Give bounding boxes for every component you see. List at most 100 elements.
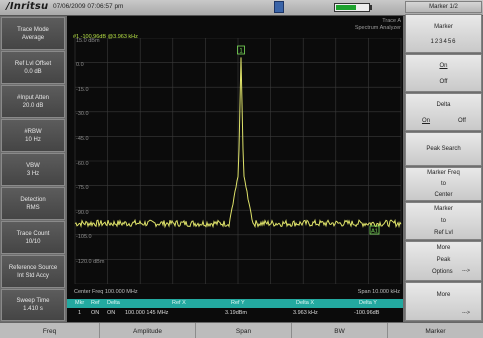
sweep-time-label: Sweep Time (16, 298, 50, 304)
battery-icon (334, 3, 370, 12)
marker-off-option: Off (439, 79, 448, 85)
y-tick-label: -60.0 (76, 161, 89, 167)
cell-mkr: 1 (78, 310, 82, 316)
left-settings-panel: Trace Mode Average Ref Lvl Offset 0.0 dB… (0, 16, 66, 322)
more-button[interactable]: More ---> (405, 282, 482, 321)
more-label: More (436, 292, 451, 298)
y-tick-label: -105.0 (76, 234, 92, 240)
cell-delta-y: -100.96dB (354, 310, 380, 316)
marker-on-off-toggle[interactable]: On Off (405, 54, 482, 92)
trace-mode-value: Average (21, 34, 45, 41)
marker-freq-line1: Marker Freq (427, 170, 460, 176)
cell-delta: ON (107, 310, 116, 316)
cell-delta-x: 3.963 kHz (293, 310, 318, 316)
marker-table: Mkr Ref Delta Ref X Ref Y Delta X Delta … (67, 299, 403, 321)
submenu-arrow-icon: ---> (462, 268, 470, 274)
vbw-display: VBW 3 Hz (1, 153, 65, 186)
marker-delta-box (369, 225, 380, 235)
col-mkr: Mkr (75, 300, 85, 306)
col-delta: Delta (107, 300, 120, 306)
reference-source-label: Reference Source (8, 264, 58, 271)
trace-mode-header: Trace A Spectrum Analyzer (355, 18, 401, 32)
rbw-label: #RBW (24, 128, 42, 135)
marker-freq-line2: to (440, 181, 446, 187)
datetime-display: 07/06/2009 07:06:57 pm (53, 3, 124, 10)
y-tick-label: 0.0 (76, 62, 84, 68)
marker-freq-to-center-button[interactable]: Marker Freq to Center (405, 167, 482, 201)
marker-ref-line1: Marker (434, 206, 453, 212)
submenu-arrow-icon: ---> (462, 310, 470, 316)
delta-off-option: Off (458, 118, 466, 124)
ref-level-offset-label: Ref Lvl Offset (14, 60, 52, 67)
freq-menu-button[interactable]: Freq (0, 323, 100, 338)
marker-menu-button[interactable]: Marker (388, 323, 483, 338)
bw-menu-button[interactable]: BW (292, 323, 388, 338)
marker-select-button[interactable]: Marker 123456 (405, 14, 482, 53)
marker-to-ref-level-button[interactable]: Marker to Ref Lvl (405, 202, 482, 240)
span-menu-label: Span (235, 327, 252, 335)
battery-tip (370, 5, 372, 10)
trace-count-display: Trace Count 10/10 (1, 221, 65, 254)
amplitude-menu-button[interactable]: Amplitude (100, 323, 196, 338)
y-tick-label: -75.0 (76, 185, 89, 191)
menu-title-label: Marker 1/2 (429, 4, 458, 10)
spectrum-display: #1 -100.96dB @3.963 kHz Trace A Spectrum… (67, 16, 403, 322)
col-ref: Ref (91, 300, 100, 306)
trace-mode-label: Trace Mode (17, 26, 49, 33)
y-tick-label: -120.0 dBm (76, 259, 105, 265)
marker-ref-line3: Ref Lvl (434, 230, 453, 236)
rbw-value: 10 Hz (25, 136, 41, 143)
cell-ref-y: 3.19dBm (225, 310, 248, 316)
marker-1-box (237, 45, 245, 55)
delta-toggle[interactable]: Delta On Off (405, 93, 482, 131)
reference-source-display: Reference Source Int Std Accy (1, 255, 65, 288)
marker-select-label: Marker (434, 24, 453, 30)
more-peak-line3: Options (432, 269, 453, 275)
delta-label: Delta (436, 102, 451, 108)
input-atten-display: #Input Atten 20.0 dB (1, 85, 65, 118)
col-delta-y: Delta Y (359, 300, 377, 306)
reference-source-value: Int Std Accy (17, 272, 49, 279)
marker-table-row[interactable]: 1 ON ON 100.000 145 MHz 3.19dBm 3.963 kH… (67, 308, 403, 318)
y-tick-label: -15.0 (76, 87, 89, 93)
trace-count-label: Trace Count (16, 230, 50, 237)
trace-name: Trace A (382, 18, 401, 24)
marker-1-label: 1 (239, 49, 243, 55)
marker-freq-line3: Center (434, 192, 453, 198)
marker-delta: A1 (369, 225, 380, 235)
detection-label: Detection (20, 196, 46, 203)
battery-level (336, 5, 356, 10)
y-tick-label: -90.0 (76, 210, 89, 216)
ref-level-offset-value: 0.0 dB (24, 68, 42, 75)
marker-table-header: Mkr Ref Delta Ref X Ref Y Delta X Delta … (67, 299, 403, 308)
y-tick-label: -45.0 (76, 136, 89, 142)
freq-menu-label: Freq (42, 327, 57, 335)
cell-ref-x: 100.000 145 MHz (125, 310, 169, 316)
input-atten-label: #Input Atten (16, 94, 50, 101)
input-atten-value: 20.0 dB (22, 102, 44, 109)
detection-value: RMS (26, 204, 40, 211)
y-tick-label: 15.0 dBm (76, 38, 100, 44)
col-ref-x: Ref X (172, 300, 186, 306)
spectrum-plot[interactable]: 1 A1 (67, 38, 403, 284)
bw-menu-label: BW (334, 327, 345, 335)
marker-softkey-panel: Marker 1/2 Marker 123456 On Off Delta On… (404, 0, 483, 322)
span-menu-button[interactable]: Span (196, 323, 292, 338)
usb-storage-icon (274, 1, 284, 13)
marker-1: 1 (237, 45, 245, 55)
more-peak-options-button[interactable]: More Peak Options ---> (405, 241, 482, 281)
analyzer-mode: Spectrum Analyzer (354, 25, 401, 31)
top-status-bar: /Inritsu 07/06/2009 07:06:57 pm (0, 0, 483, 16)
peak-search-button[interactable]: Peak Search (405, 132, 482, 166)
amplitude-menu-label: Amplitude (133, 327, 162, 335)
y-tick-label: -30.0 (76, 111, 89, 117)
marker-ref-line2: to (440, 218, 446, 224)
ref-level-offset-display: Ref Lvl Offset 0.0 dB (1, 51, 65, 84)
marker-readout: #1 -100.96dB @3.963 kHz (73, 34, 138, 40)
trace-mode-display: Trace Mode Average (1, 17, 65, 50)
center-frequency-label: Center Freq 100.000 MHz (74, 289, 138, 295)
col-delta-x: Delta X (296, 300, 315, 306)
marker-delta-label: A1 (371, 229, 378, 235)
marker-numbers: 123456 (430, 39, 457, 45)
delta-on-option: On (422, 118, 431, 124)
